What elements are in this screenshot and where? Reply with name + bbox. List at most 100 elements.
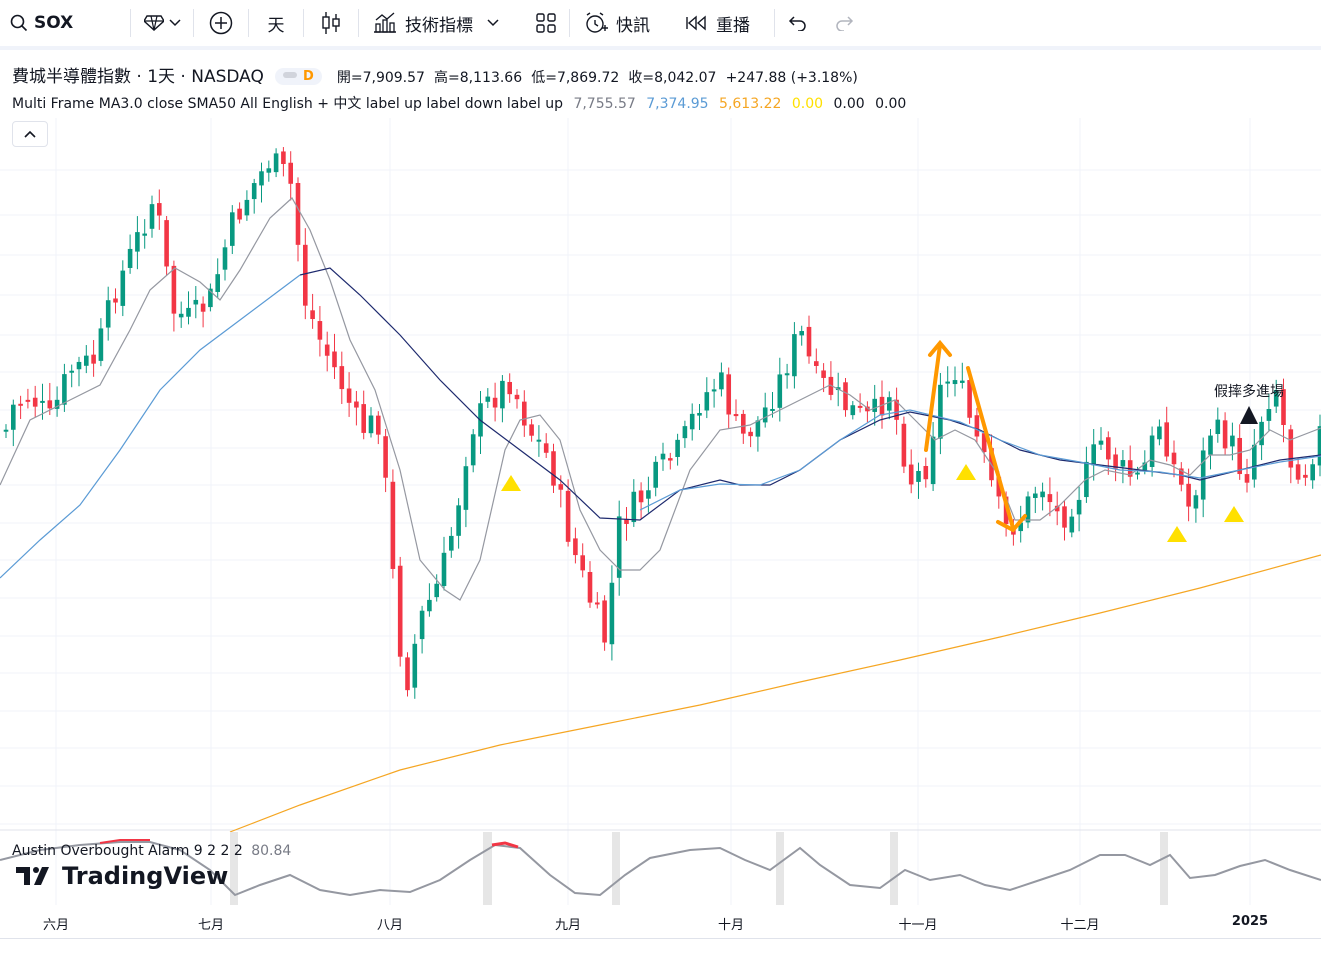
candle-body [1193,495,1199,509]
candle-body [412,643,418,688]
candle-body [704,392,710,411]
candle-body [719,372,724,390]
xaxis-label: 九月 [554,918,582,933]
candle-body [1120,460,1126,467]
candle-body [1018,522,1023,532]
candle-body [1215,419,1221,434]
candle-body [259,171,264,186]
yellow-triangle-marker [1167,526,1187,542]
candle-body [149,204,155,229]
candle-body [361,404,366,433]
chevron-down-icon [487,19,499,27]
mid-ma-line-2 [639,409,1321,511]
black-triangle-marker [1240,406,1258,424]
tradingview-icon [16,867,49,885]
candle-body [755,420,761,437]
candle-body [1157,426,1162,440]
ohlc-close: 收=8,042.07 [628,70,717,86]
candle-body [1179,468,1184,485]
oscillator-hot-segment [99,839,150,844]
candle-body [587,571,593,603]
symbol-search[interactable]: SOX [0,0,130,46]
xaxis-label: 十月 [717,918,745,933]
add-symbol-button[interactable] [194,0,248,46]
chart-type-button[interactable] [304,0,358,46]
interval-button[interactable]: 天 [267,15,285,36]
candle-body [449,535,454,551]
candle-body [616,516,622,578]
compare-button[interactable] [131,0,193,46]
xaxis-label: 八月 [376,918,404,933]
indicator-legend[interactable]: Multi Frame MA3.0 close SMA50 All Englis… [12,93,912,113]
candle-body [821,370,826,378]
undo-button[interactable] [775,0,821,46]
candle-body [1025,496,1031,523]
candle-body [186,307,191,317]
tradingview-logo[interactable]: TradingView [16,862,228,890]
oscillator-legend[interactable]: Austin Overbought Alarm 9 2 2 2 80.84 [12,843,291,859]
layouts-button[interactable] [523,0,569,46]
grid-icon [536,13,556,33]
candle-body [792,334,797,377]
candle-body [500,380,505,409]
overbought-zone [776,832,784,905]
candle-body [47,400,53,409]
indicator-value-2: 7,374.95 [646,96,709,112]
candle-body [127,248,133,268]
candle-body [865,406,870,412]
market-status-badge[interactable]: D [274,68,322,85]
candle-body [113,298,118,303]
candle-body [1208,435,1213,455]
candle-body [368,415,374,434]
candle-body [1135,472,1140,475]
candle-body [1091,444,1096,466]
candle-body [135,232,140,252]
candle-body [675,439,680,457]
candle-body [383,436,388,478]
chart-legend: 費城半導體指數 · 1天 · NASDAQ D 開=7,909.57 高=8,1… [12,62,858,87]
candle-body [923,465,929,480]
collapse-legend-button[interactable] [12,121,48,147]
candle-body [901,423,907,467]
indicator-value-6: 0.00 [875,96,907,112]
candle-body [1281,389,1286,425]
yellow-triangle-marker [501,475,521,491]
replay-button[interactable]: 重播 [672,0,774,46]
candle-body [1113,454,1118,469]
candle-body [54,399,60,409]
logo-text: TradingView [62,862,229,890]
candle-body [952,380,958,385]
xaxis-label: 六月 [42,918,70,933]
alert-button[interactable]: 快訊 [570,0,672,46]
candle-body [354,401,359,408]
candle-body [456,505,461,536]
redo-button[interactable] [821,0,867,46]
candle-body [843,382,848,411]
candle-body [806,326,812,357]
indicators-button[interactable]: 技術指標 [359,0,523,46]
candle-body [1288,429,1294,468]
candle-body [1171,452,1177,465]
oscillator-value: 80.84 [251,843,292,859]
chevron-down-icon [168,19,181,27]
candle-body [1098,440,1104,445]
candle-body [697,412,702,416]
candle-body [3,429,9,432]
candle-body [609,582,615,645]
candle-body [872,398,877,412]
candle-body [543,443,549,453]
candle-body [470,434,476,466]
time-axis[interactable]: 六月 七月 八月 九月 十月 十一月 十二月 2025 [0,910,1321,936]
candle-body [857,405,863,408]
candle-body [974,415,980,437]
replay-label: 重播 [716,15,750,36]
redo-icon [836,16,854,31]
candle-body [91,354,96,364]
candle-body [916,470,921,482]
candle-body [938,384,943,439]
indicator-value-1: 7,755.57 [573,96,636,112]
bottom-bar [0,938,1321,955]
up-arrow [924,343,942,452]
candle-body [419,610,425,640]
